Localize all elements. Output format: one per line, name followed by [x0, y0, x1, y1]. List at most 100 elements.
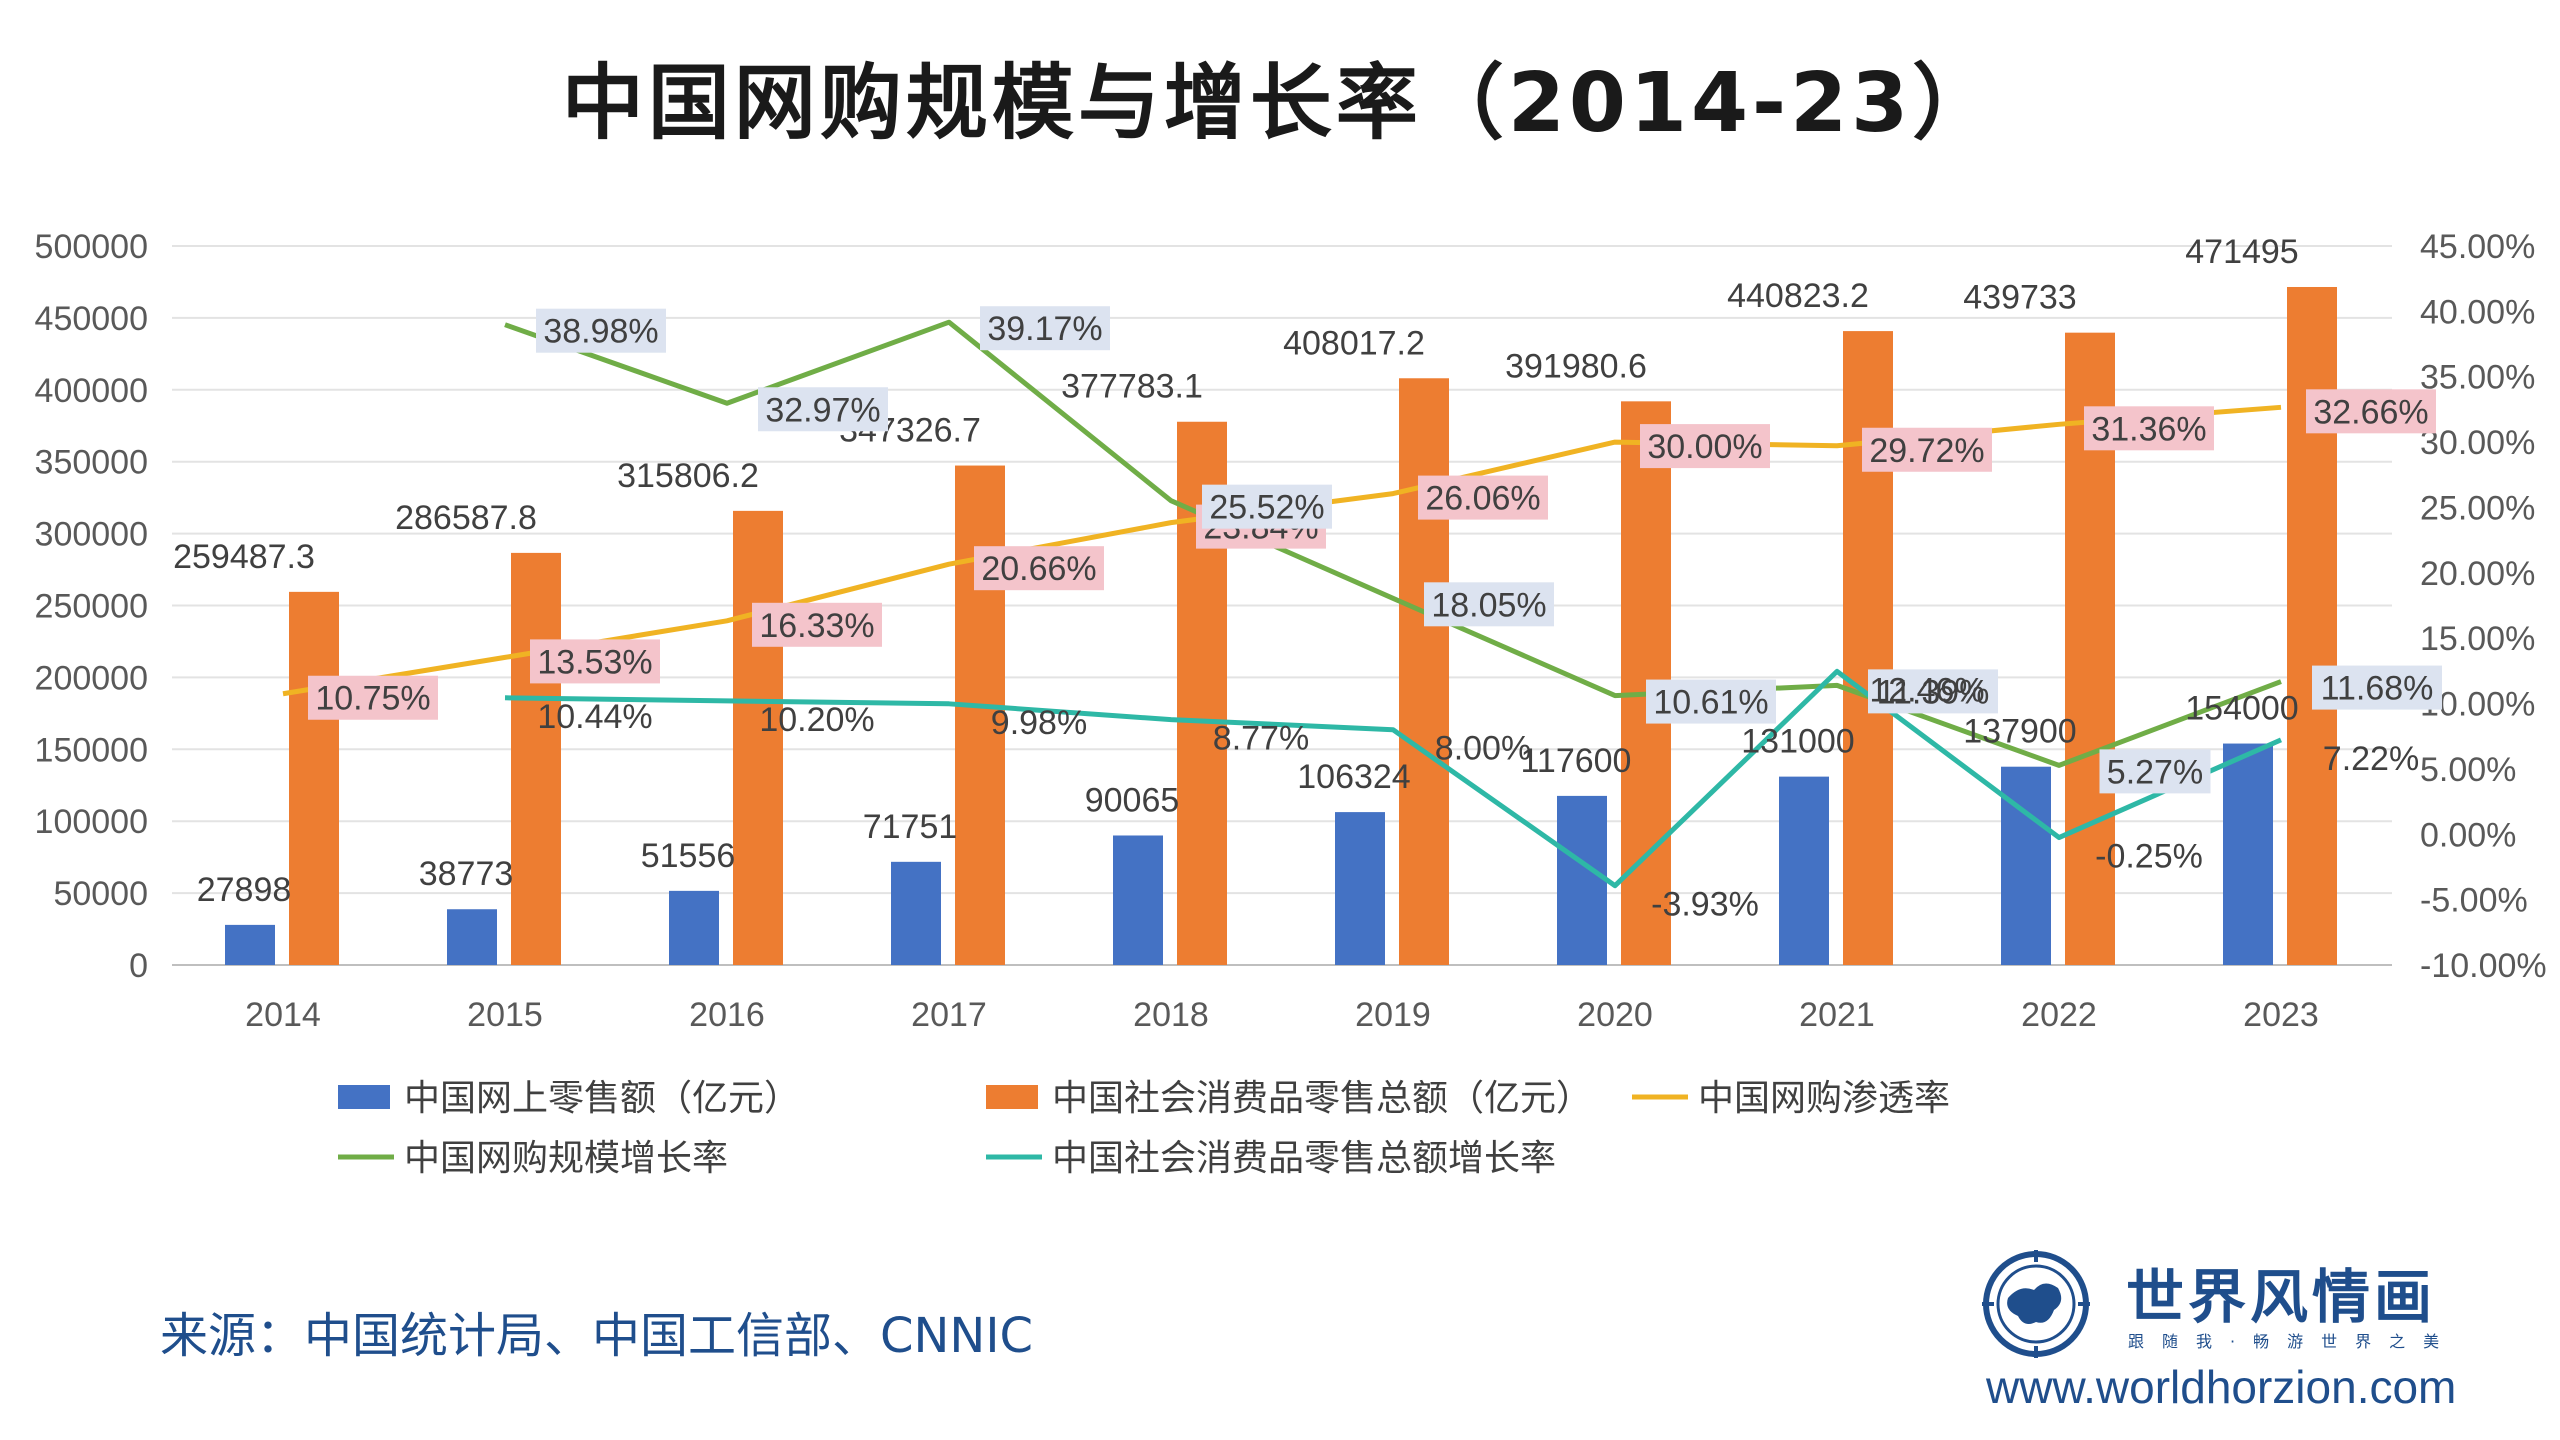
- online-growth-label-bg: [980, 306, 1110, 351]
- left-tick-label: 450000: [35, 300, 148, 338]
- bar-online-retail: [1113, 835, 1163, 965]
- line-series: [282, 319, 2283, 889]
- bar-online-retail: [1335, 812, 1385, 965]
- online-growth-label: 5.27%: [2107, 753, 2203, 791]
- right-axis: -10.00%-5.00%0.00%5.00%10.00%15.00%20.00…: [2420, 228, 2547, 985]
- x-tick-label: 2019: [1355, 996, 1431, 1034]
- legend-swatch: [338, 1085, 390, 1109]
- bar-total-retail: [289, 591, 339, 965]
- bar-label-total: 471495: [2185, 233, 2298, 271]
- online-growth-label-bg: [2099, 749, 2211, 794]
- left-tick-label: 500000: [35, 228, 148, 266]
- bar-online-retail: [1779, 776, 1829, 965]
- online-growth-label: 10.61%: [1653, 684, 1768, 722]
- penetration-label: 31.36%: [2091, 410, 2206, 448]
- line-total-growth: [504, 668, 2283, 889]
- bar-online-retail: [447, 909, 497, 965]
- penetration-label-bg: [530, 639, 660, 684]
- bar-label-online: 27898: [197, 871, 292, 909]
- legend-label: 中国社会消费品零售总额增长率: [1052, 1138, 1556, 1179]
- brand-url[interactable]: www.worldhorzion.com: [1986, 1361, 2457, 1413]
- penetration-label-bg: [2084, 406, 2214, 451]
- left-axis: 0 50000 100000 150000 200000 250000 300000 3500…: [35, 228, 148, 985]
- penetration-label-bg: [974, 546, 1104, 591]
- left-tick-label: 0: [129, 947, 148, 985]
- total-growth-label: 9.98%: [991, 704, 1087, 742]
- total-growth-label: 10.20%: [759, 701, 874, 739]
- left-tick-label: 100000: [35, 803, 148, 841]
- globe-compass-icon: [1982, 1250, 2090, 1358]
- penetration-label: 29.72%: [1869, 432, 1984, 470]
- x-tick-label: 2016: [689, 996, 765, 1034]
- bar-label-online: 90065: [1085, 781, 1180, 819]
- online-growth-label-bg: [1424, 582, 1554, 627]
- penetration-label: 20.66%: [981, 550, 1096, 588]
- penetration-label-bg: [1418, 475, 1548, 520]
- x-tick-label: 2018: [1133, 996, 1209, 1034]
- right-tick-label: 25.00%: [2420, 489, 2535, 527]
- online-growth-label: 32.97%: [765, 391, 880, 429]
- source-note: 来源：中国统计局、中国工信部、CNNIC: [160, 1308, 1034, 1364]
- right-tick-label: 0.00%: [2420, 816, 2516, 854]
- bar-label-online: 38773: [419, 855, 514, 893]
- online-growth-label-bg: [1868, 669, 1998, 714]
- bar-series: [225, 286, 2337, 966]
- right-tick-label: -10.00%: [2420, 947, 2547, 985]
- x-tick-label: 2017: [911, 996, 987, 1034]
- bar-total-retail: [2287, 286, 2337, 965]
- bar-online-retail: [1557, 795, 1607, 965]
- x-tick-label: 2022: [2021, 996, 2097, 1034]
- left-tick-label: 400000: [35, 372, 148, 410]
- right-tick-label: 45.00%: [2420, 228, 2535, 266]
- penetration-label: 16.33%: [759, 607, 874, 645]
- right-tick-label: 40.00%: [2420, 293, 2535, 331]
- chart-title: 中国网购规模与增长率（2014-23）: [561, 56, 1999, 151]
- total-growth-label: 10.44%: [537, 698, 652, 736]
- bar-online-retail: [891, 861, 941, 965]
- penetration-label: 26.06%: [1425, 480, 1540, 518]
- bar-label-online: 71751: [863, 808, 958, 846]
- right-tick-label: 15.00%: [2420, 620, 2535, 658]
- right-tick-label: 30.00%: [2420, 424, 2535, 462]
- bar-label-online: 154000: [2185, 690, 2298, 728]
- bar-label-total: 259487.3: [173, 538, 315, 576]
- penetration-label: 32.66%: [2313, 393, 2428, 431]
- total-growth-label: -0.25%: [2095, 838, 2203, 876]
- online-growth-label-bg: [2312, 665, 2442, 710]
- bar-online-retail: [669, 890, 719, 965]
- online-growth-label-bg: [1646, 679, 1776, 724]
- x-tick-label: 2014: [245, 996, 321, 1034]
- bar-label-online: 137900: [1963, 713, 2076, 751]
- penetration-label-bg: [2306, 389, 2436, 434]
- right-tick-label: 20.00%: [2420, 555, 2535, 593]
- bar-total-retail: [733, 510, 783, 965]
- legend-label: 中国网购规模增长率: [404, 1138, 728, 1179]
- brand-name: 世界风情画: [2126, 1263, 2437, 1331]
- x-tick-label: 2020: [1577, 996, 1653, 1034]
- right-tick-label: 35.00%: [2420, 359, 2535, 397]
- legend: 中国网上零售额（亿元） 中国社会消费品零售总额（亿元） 中国网购渗透率中国网购规模增…: [338, 1078, 1950, 1179]
- penetration-label: 13.53%: [537, 643, 652, 681]
- bar-label-total: 286587.8: [395, 499, 537, 537]
- left-tick-label: 250000: [35, 588, 148, 626]
- online-growth-label: 11.68%: [2321, 670, 2434, 708]
- bar-online-retail: [225, 924, 275, 965]
- bar-total-retail: [1843, 331, 1893, 965]
- online-growth-label-bg: [536, 308, 666, 353]
- bar-label-total: 408017.2: [1283, 324, 1425, 362]
- legend-label: 中国网上零售额（亿元）: [404, 1078, 800, 1119]
- bar-label-total: 440823.2: [1727, 277, 1869, 315]
- left-tick-label: 200000: [35, 659, 148, 697]
- left-tick-label: 300000: [35, 516, 148, 554]
- total-growth-label: 12.46%: [1869, 671, 1984, 709]
- online-growth-label: 25.52%: [1209, 489, 1324, 527]
- penetration-label: 30.00%: [1647, 428, 1762, 466]
- bar-label-online: 117600: [1521, 742, 1632, 780]
- bar-total-retail: [1399, 378, 1449, 966]
- x-tick-label: 2023: [2243, 996, 2319, 1034]
- total-growth-label: 8.77%: [1213, 720, 1309, 758]
- bar-label-total: 391980.6: [1505, 347, 1647, 385]
- left-tick-label: 150000: [35, 731, 148, 769]
- data-labels: 27898 38773 51556 71751 90065 106324 117600 131…: [173, 233, 2442, 924]
- online-growth-label: 18.05%: [1431, 586, 1546, 624]
